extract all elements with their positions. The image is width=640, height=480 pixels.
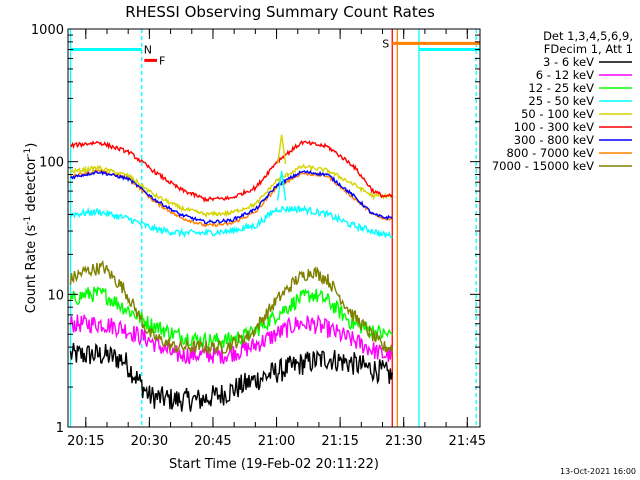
x-tick-label: 20:15: [67, 434, 104, 449]
x-tick-label: 20:30: [131, 434, 168, 449]
legend-header-line: Det 1,3,4,5,6,9,: [543, 29, 633, 43]
y-tick-label: 1000: [31, 23, 64, 38]
x-tick-label: 21:00: [258, 434, 295, 449]
legend-entry-label: 12 - 25 keV: [528, 81, 594, 95]
flag-label-N: N: [144, 44, 152, 57]
x-tick-label: 20:45: [194, 434, 231, 449]
chart-title: RHESSI Observing Summary Count Rates: [125, 3, 435, 21]
series-line-12-25keV: [69, 286, 393, 350]
plot-layer: NF S: [69, 29, 480, 427]
y-axis-label-mid: detector: [24, 156, 39, 216]
legend-header-line: FDecim 1, Att 1: [544, 42, 633, 56]
flare-peak-0: [276, 134, 287, 165]
series-line-6-12keV: [69, 313, 393, 365]
y-axis-label-sup2: -1: [23, 148, 33, 157]
series-line-50-100keV: [69, 163, 393, 219]
x-tick-label: 21:30: [385, 434, 422, 449]
legend-entry-label: 3 - 6 keV: [543, 55, 594, 69]
y-tick-label: 100: [39, 156, 64, 171]
legend-entry-label: 100 - 300 keV: [514, 120, 594, 134]
flare-peak-1: [276, 170, 287, 201]
x-axis-label: Start Time (19-Feb-02 20:11:22): [169, 457, 379, 472]
plot-frame: [67, 28, 481, 428]
x-tick-label: 21:45: [449, 434, 486, 449]
legend: Det 1,3,4,5,6,9,FDecim 1, Att 13 - 6 keV…: [492, 29, 633, 173]
legend-entry-label: 50 - 100 keV: [521, 107, 594, 121]
y-axis-label-sup1: -1: [23, 216, 33, 225]
legend-entry-label: 800 - 7000 keV: [506, 146, 594, 160]
series-line-100-300keV: [69, 139, 393, 203]
y-axis-label-main: Count Rate (s: [24, 225, 39, 314]
series-line-25-50keV: [69, 204, 393, 239]
series-line-300-800keV: [70, 169, 393, 225]
y-axis-label: Count Rate (s-1 detector-1): [23, 143, 39, 314]
series-line-7000-15000keV: [69, 260, 393, 355]
axis-layer: 1 10 100 1000 20:15 20:30 20:45 21:00 21:15 21:30…: [31, 23, 486, 449]
x-tick-label: 21:15: [321, 434, 358, 449]
series-line-3-6keV: [69, 342, 393, 412]
legend-entry-label: 7000 - 15000 keV: [492, 159, 594, 173]
flag-label-F: F: [159, 54, 165, 67]
legend-entry-label: 6 - 12 keV: [536, 68, 594, 82]
y-tick-label: 1: [56, 421, 64, 436]
flag-label-S: S: [382, 37, 389, 50]
y-tick-label: 10: [47, 288, 64, 303]
y-axis-label-end: ): [24, 143, 39, 148]
legend-entry-label: 300 - 800 keV: [514, 133, 594, 147]
legend-entry-label: 25 - 50 keV: [528, 94, 594, 108]
footer-timestamp: 13-Oct-2021 16:00: [560, 467, 636, 476]
